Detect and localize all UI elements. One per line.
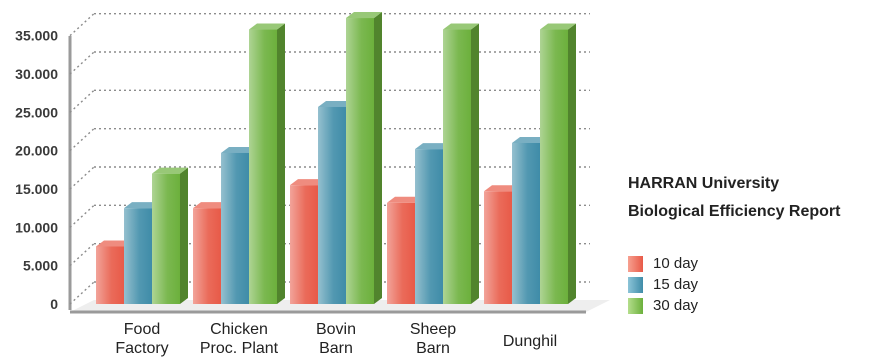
gridline bbox=[69, 89, 590, 113]
legend-label-15-day: 15 day bbox=[653, 276, 699, 293]
chart-title-line-2: Biological Efficiency Report bbox=[628, 203, 841, 220]
bar-30-day-3 bbox=[443, 23, 479, 305]
legend-swatch-15-day bbox=[628, 276, 643, 293]
y-tick-label: 20.000 bbox=[15, 143, 58, 159]
gridline bbox=[69, 127, 590, 152]
gridline bbox=[69, 51, 590, 75]
gridline bbox=[69, 281, 590, 305]
x-tick-label: Food Factory bbox=[115, 321, 168, 357]
x-axis-ticks: Food Factory Chicken Proc. Plant Bovin Barn Sh… bbox=[115, 321, 557, 357]
y-tick-label: 5.000 bbox=[23, 258, 58, 274]
y-tick-label: 25.000 bbox=[15, 104, 58, 120]
x-tick-label: Sheep Barn bbox=[410, 321, 456, 357]
bar-30-day-0 bbox=[152, 167, 188, 304]
x-tick-label: Chicken Proc. Plant bbox=[200, 321, 279, 357]
bars bbox=[96, 12, 576, 305]
legend-item-15-day: 15 day bbox=[628, 274, 698, 295]
legend-swatch-30-day bbox=[628, 297, 643, 314]
y-tick-label: 15.000 bbox=[15, 181, 58, 197]
left-wall bbox=[70, 12, 94, 304]
y-tick-label: 10.000 bbox=[15, 219, 58, 235]
legend-item-10-day: 10 day bbox=[628, 253, 698, 274]
gridline bbox=[69, 12, 590, 37]
legend-label-10-day: 10 day bbox=[653, 255, 699, 272]
x-tick-label: Dunghil bbox=[503, 333, 557, 350]
bar-30-day-4 bbox=[540, 23, 576, 305]
y-tick-label: 35.000 bbox=[15, 28, 58, 44]
legend: 10 day 15 day 30 day bbox=[628, 253, 698, 316]
legend-item-30-day: 30 day bbox=[628, 295, 698, 316]
legend-label-30-day: 30 day bbox=[653, 297, 699, 314]
gridline bbox=[69, 204, 590, 228]
y-tick-label: 30.000 bbox=[15, 66, 58, 82]
chart-title-line-1: HARRAN University bbox=[628, 175, 780, 192]
bar-30-day-2 bbox=[346, 12, 382, 305]
legend-swatch-10-day bbox=[628, 255, 643, 272]
gridlines bbox=[69, 12, 590, 305]
gridline bbox=[69, 242, 590, 267]
bar-30-day-1 bbox=[249, 23, 285, 305]
y-tick-label: 0 bbox=[50, 296, 58, 312]
gridline bbox=[69, 166, 590, 190]
x-tick-label: Bovin Barn bbox=[316, 321, 356, 357]
y-axis-ticks: 0 5.000 10.000 15.000 20.000 25.000 30.000 35.0… bbox=[15, 28, 58, 312]
